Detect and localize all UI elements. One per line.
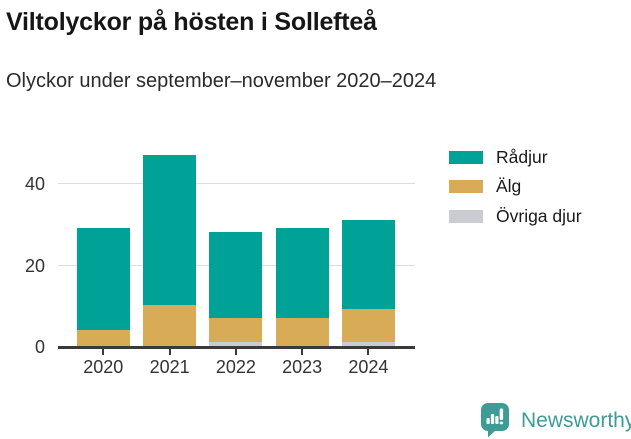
x-axis-line: [58, 346, 415, 349]
legend-label: Älg: [496, 176, 522, 196]
newsworthy-logo-icon: [481, 403, 509, 438]
chart-subtitle: Olyckor under september–november 2020–20…: [6, 70, 437, 92]
x-axis-label: 2020: [83, 357, 124, 377]
stacked-bar-chart: 0 20 40 2020 2021 2022 2023 2024: [0, 110, 631, 390]
bar-segment-2023-Rådjur: [275, 227, 329, 318]
brand-name: Newsworthy: [521, 408, 631, 432]
y-axis-label: 40: [24, 174, 45, 195]
legend: Rådjur Älg Övriga djur: [449, 146, 582, 235]
bar-segment-2024-Övriga djur: [341, 341, 395, 346]
bar-segment-2021-Älg: [143, 305, 197, 346]
bar-segment-2020-Rådjur: [76, 227, 130, 330]
bar-segment-2022-Rådjur: [209, 232, 263, 318]
legend-label: Rådjur: [496, 146, 548, 167]
bar-segment-2022-Övriga djur: [209, 341, 263, 346]
legend-swatch: [449, 150, 483, 164]
x-axis-tick: [301, 348, 304, 355]
bar-segment-2024-Älg: [341, 309, 395, 342]
x-axis-label: 2022: [215, 357, 256, 377]
gridline-40: [58, 183, 415, 185]
x-axis-tick: [367, 348, 370, 355]
x-axis-tick: [102, 348, 105, 355]
bar-segment-2023-Älg: [275, 317, 329, 346]
legend-swatch: [449, 180, 483, 193]
legend-label: Övriga djur: [496, 205, 582, 226]
bar-segment-2022-Älg: [209, 317, 263, 342]
x-axis-label: 2023: [282, 357, 323, 377]
y-axis-label: 0: [34, 337, 45, 357]
x-axis-tick: [234, 348, 237, 355]
bar-segment-2020-Älg: [76, 329, 130, 346]
legend-swatch: [449, 209, 483, 223]
brand-footer: Newsworthy: [480, 402, 631, 439]
y-axis-label: 20: [24, 255, 45, 276]
x-axis-label: 2024: [348, 357, 389, 377]
bar-segment-2021-Rådjur: [143, 154, 197, 306]
x-axis-tick: [168, 348, 171, 355]
bar-segment-2024-Rådjur: [341, 219, 395, 310]
chart-title: Viltolyckor på hösten i Sollefteå: [6, 8, 377, 36]
legend-item-Älg: Älg: [449, 176, 582, 198]
legend-item-Övriga djur: Övriga djur: [449, 205, 582, 227]
x-axis-label: 2021: [149, 357, 190, 377]
legend-item-Rådjur: Rådjur: [449, 146, 582, 168]
